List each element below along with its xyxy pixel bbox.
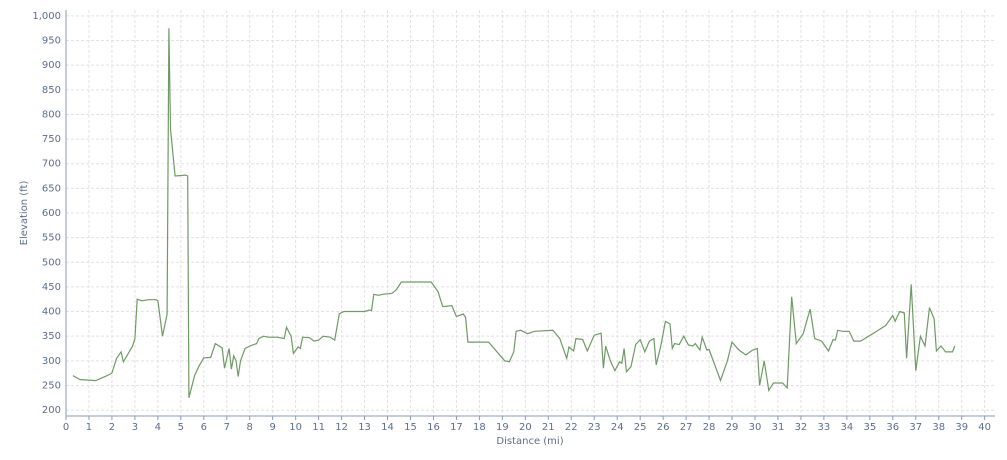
x-tick-label: 26 [657, 422, 670, 433]
y-tick-label: 800 [42, 109, 61, 120]
x-tick-label: 18 [473, 422, 486, 433]
x-tick-label: 23 [588, 422, 601, 433]
y-tick-label: 200 [42, 405, 61, 416]
x-tick-label: 25 [634, 422, 647, 433]
y-tick-label: 300 [42, 356, 61, 367]
x-tick-label: 7 [224, 422, 230, 433]
x-tick-label: 27 [680, 422, 693, 433]
x-tick-label: 12 [335, 422, 348, 433]
x-tick-label: 2 [109, 422, 115, 433]
x-tick-label: 35 [863, 422, 876, 433]
x-tick-label: 39 [955, 422, 968, 433]
y-tick-label: 350 [42, 331, 61, 342]
x-tick-label: 3 [132, 422, 138, 433]
x-tick-label: 29 [726, 422, 739, 433]
x-tick-label: 0 [63, 422, 69, 433]
x-tick-label: 37 [909, 422, 922, 433]
y-tick-label: 400 [42, 307, 61, 318]
x-tick-label: 34 [840, 422, 853, 433]
x-tick-label: 9 [270, 422, 276, 433]
y-tick-label: 1,000 [32, 11, 61, 22]
x-tick-label: 4 [155, 422, 161, 433]
y-tick-label: 850 [42, 85, 61, 96]
x-tick-label: 36 [886, 422, 899, 433]
x-tick-label: 22 [565, 422, 578, 433]
y-tick-label: 650 [42, 183, 61, 194]
x-tick-label: 28 [703, 422, 716, 433]
x-tick-label: 30 [749, 422, 762, 433]
y-tick-label: 700 [42, 159, 61, 170]
y-tick-label: 900 [42, 60, 61, 71]
x-axis-label: Distance (mi) [496, 436, 563, 447]
x-tick-label: 6 [201, 422, 207, 433]
x-tick-label: 8 [247, 422, 253, 433]
elevation-line [72, 28, 956, 398]
y-tick-label: 500 [42, 257, 61, 268]
x-tick-label: 11 [312, 422, 325, 433]
x-tick-label: 17 [450, 422, 463, 433]
y-tick-label: 750 [42, 134, 61, 145]
x-tick-label: 15 [404, 422, 417, 433]
y-tick-label: 450 [42, 282, 61, 293]
y-tick-label: 550 [42, 233, 61, 244]
x-tick-label: 19 [496, 422, 509, 433]
x-tick-label: 14 [381, 422, 394, 433]
y-tick-label: 600 [42, 208, 61, 219]
x-tick-label: 10 [289, 422, 302, 433]
x-tick-label: 38 [932, 422, 945, 433]
x-tick-label: 20 [519, 422, 532, 433]
y-tick-label: 950 [42, 36, 61, 47]
x-tick-label: 21 [542, 422, 555, 433]
x-tick-label: 40 [978, 422, 991, 433]
y-axis-label: Elevation (ft) [19, 181, 30, 246]
x-tick-label: 31 [772, 422, 785, 433]
x-tick-label: 32 [795, 422, 808, 433]
x-tick-label: 33 [818, 422, 831, 433]
x-tick-label: 1 [86, 422, 92, 433]
y-tick-label: 250 [42, 380, 61, 391]
x-tick-label: 24 [611, 422, 624, 433]
x-tick-label: 13 [358, 422, 371, 433]
x-tick-label: 16 [427, 422, 440, 433]
x-tick-label: 5 [178, 422, 184, 433]
